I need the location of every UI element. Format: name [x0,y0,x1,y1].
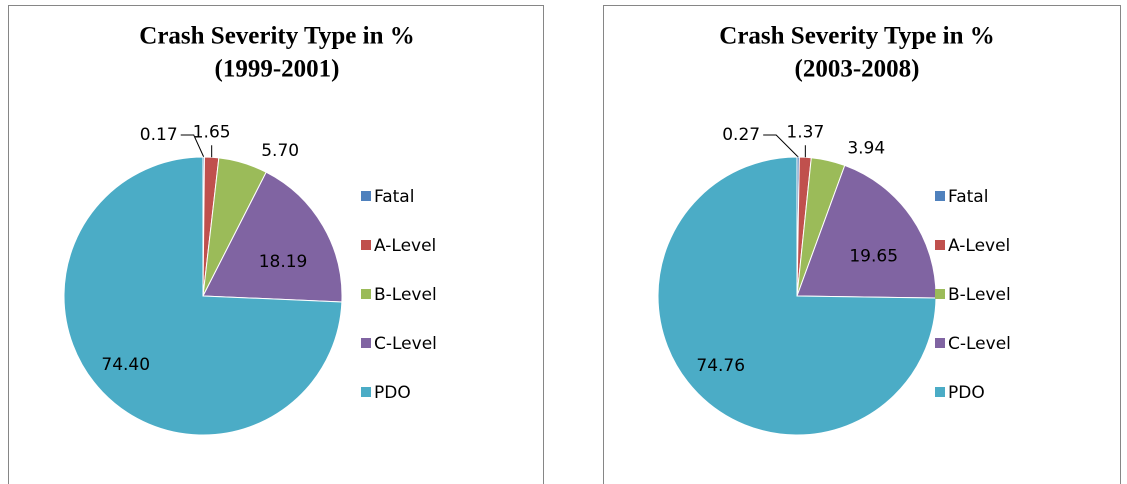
legend-label: B-Level [374,285,437,305]
data-label: 3.94 [847,139,885,159]
pie-slice [63,156,343,436]
pie-slice [657,156,937,436]
legend-swatch [935,338,945,348]
pie-slice [796,164,937,299]
data-label: 5.70 [261,141,299,161]
legend-swatch [361,387,371,397]
data-label: 19.65 [849,247,898,267]
legend-swatch [361,338,371,348]
legend-swatch [361,289,371,299]
data-label: 0.17 [140,125,178,145]
legend-label: Fatal [948,187,988,207]
chart-title: Crash Severity Type in % [719,23,994,50]
data-label: 74.40 [101,355,150,375]
legend-swatch [935,191,945,201]
chart: Crash Severity Type in % (2003-2008) 0.27 1… [603,5,1121,484]
legend-label: PDO [948,383,985,403]
legend-swatch [361,191,371,201]
legend-swatch [935,387,945,397]
legend-label: Fatal [374,187,414,207]
data-label: 1.65 [193,122,231,142]
legend-label: C-Level [374,334,437,354]
leader-line [180,134,205,158]
data-label: 1.37 [786,122,824,142]
chart-title: Crash Severity Type in % [139,23,414,50]
data-label: 18.19 [259,252,308,272]
chart-subtitle: (1999-2001) [215,56,340,83]
legend-label: A-Level [948,236,1010,256]
legend-label: B-Level [948,285,1011,305]
legend-swatch [935,240,945,250]
legend-swatch [935,289,945,299]
legend-label: PDO [374,383,411,403]
legend-label: A-Level [374,236,436,256]
data-label: 74.76 [696,356,745,376]
chart-subtitle: (2003-2008) [795,56,920,83]
chart: Crash Severity Type in % (1999-2001) 0.17 1… [8,5,544,484]
pie-slice [202,171,343,303]
legend-swatch [361,240,371,250]
leader-line [763,134,799,158]
legend-label: C-Level [948,334,1011,354]
data-label: 0.27 [722,125,760,145]
